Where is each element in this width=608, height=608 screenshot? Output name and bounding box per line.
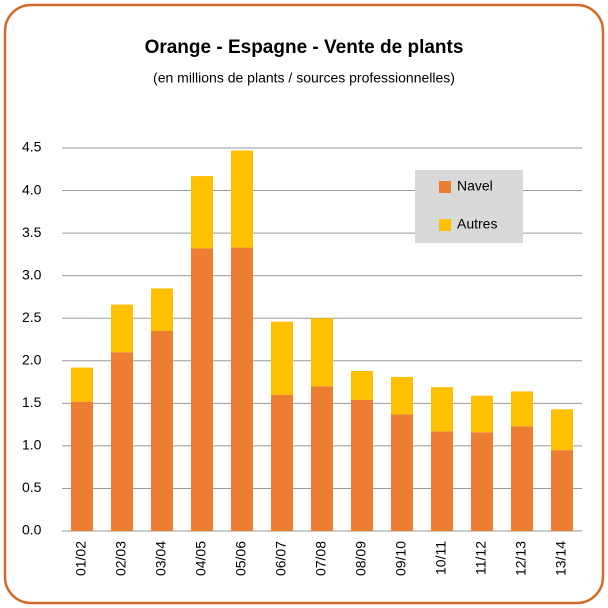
chart-subtitle: (en millions de plants / sources profess… (153, 70, 455, 86)
bar-segment (111, 352, 133, 531)
bar-segment (351, 370, 373, 400)
y-tick-label: 2.5 (22, 309, 42, 325)
y-tick-label: 2.0 (22, 351, 42, 367)
x-tick-label: 11/12 (473, 541, 489, 575)
bar-segment (71, 401, 93, 531)
bar-segment (71, 367, 93, 402)
legend-label: Navel (457, 178, 493, 194)
y-tick-label: 0.5 (22, 479, 42, 495)
legend-swatch (439, 181, 451, 193)
bar-segment (511, 426, 533, 531)
y-tick-label: 3.5 (22, 224, 42, 240)
y-tick-label: 4.5 (22, 139, 42, 155)
x-tick-label: 13/14 (553, 541, 569, 576)
x-tick-label: 06/07 (273, 541, 289, 576)
y-tick-label: 1.0 (22, 437, 42, 453)
bar-segment (231, 150, 253, 248)
bar-segment (551, 409, 573, 451)
legend-swatch (439, 219, 451, 231)
bar-segment (471, 432, 493, 531)
bar-segment (391, 414, 413, 531)
bar-segment (431, 387, 453, 432)
bar-segment (471, 395, 493, 433)
bar-segment (311, 386, 333, 531)
bar-segment (231, 247, 253, 531)
y-tick-label: 4.0 (22, 181, 42, 197)
x-tick-label: 07/08 (313, 541, 329, 576)
bar-segment (151, 288, 173, 331)
bar-segment (111, 304, 133, 353)
bar-segment (271, 394, 293, 531)
x-tick-label: 09/10 (393, 541, 409, 576)
legend-label: Autres (457, 216, 497, 232)
bar-segment (151, 330, 173, 531)
x-tick-label: 03/04 (153, 541, 169, 576)
chart-title: Orange - Espagne - Vente de plants (145, 37, 464, 58)
y-tick-label: 0.0 (22, 522, 42, 538)
x-tick-label: 01/02 (73, 541, 89, 576)
legend-box (415, 170, 523, 243)
x-tick-label: 04/05 (193, 541, 209, 576)
x-tick-label: 10/11 (433, 541, 449, 575)
x-tick-label: 05/06 (233, 541, 249, 576)
x-tick-label: 12/13 (513, 541, 529, 576)
y-tick-label: 1.5 (22, 394, 42, 410)
x-tick-label: 02/03 (113, 541, 129, 576)
bar-segment (511, 391, 533, 427)
bar-segment (351, 399, 373, 531)
y-tick-label: 3.0 (22, 266, 42, 282)
bar-segment (431, 431, 453, 531)
bar-segment (391, 376, 413, 415)
bar-segment (311, 318, 333, 387)
bar-segment (271, 321, 293, 395)
x-tick-label: 08/09 (353, 541, 369, 576)
bar-segment (551, 450, 573, 531)
bar-segment (191, 248, 213, 532)
bar-segment (191, 176, 213, 249)
